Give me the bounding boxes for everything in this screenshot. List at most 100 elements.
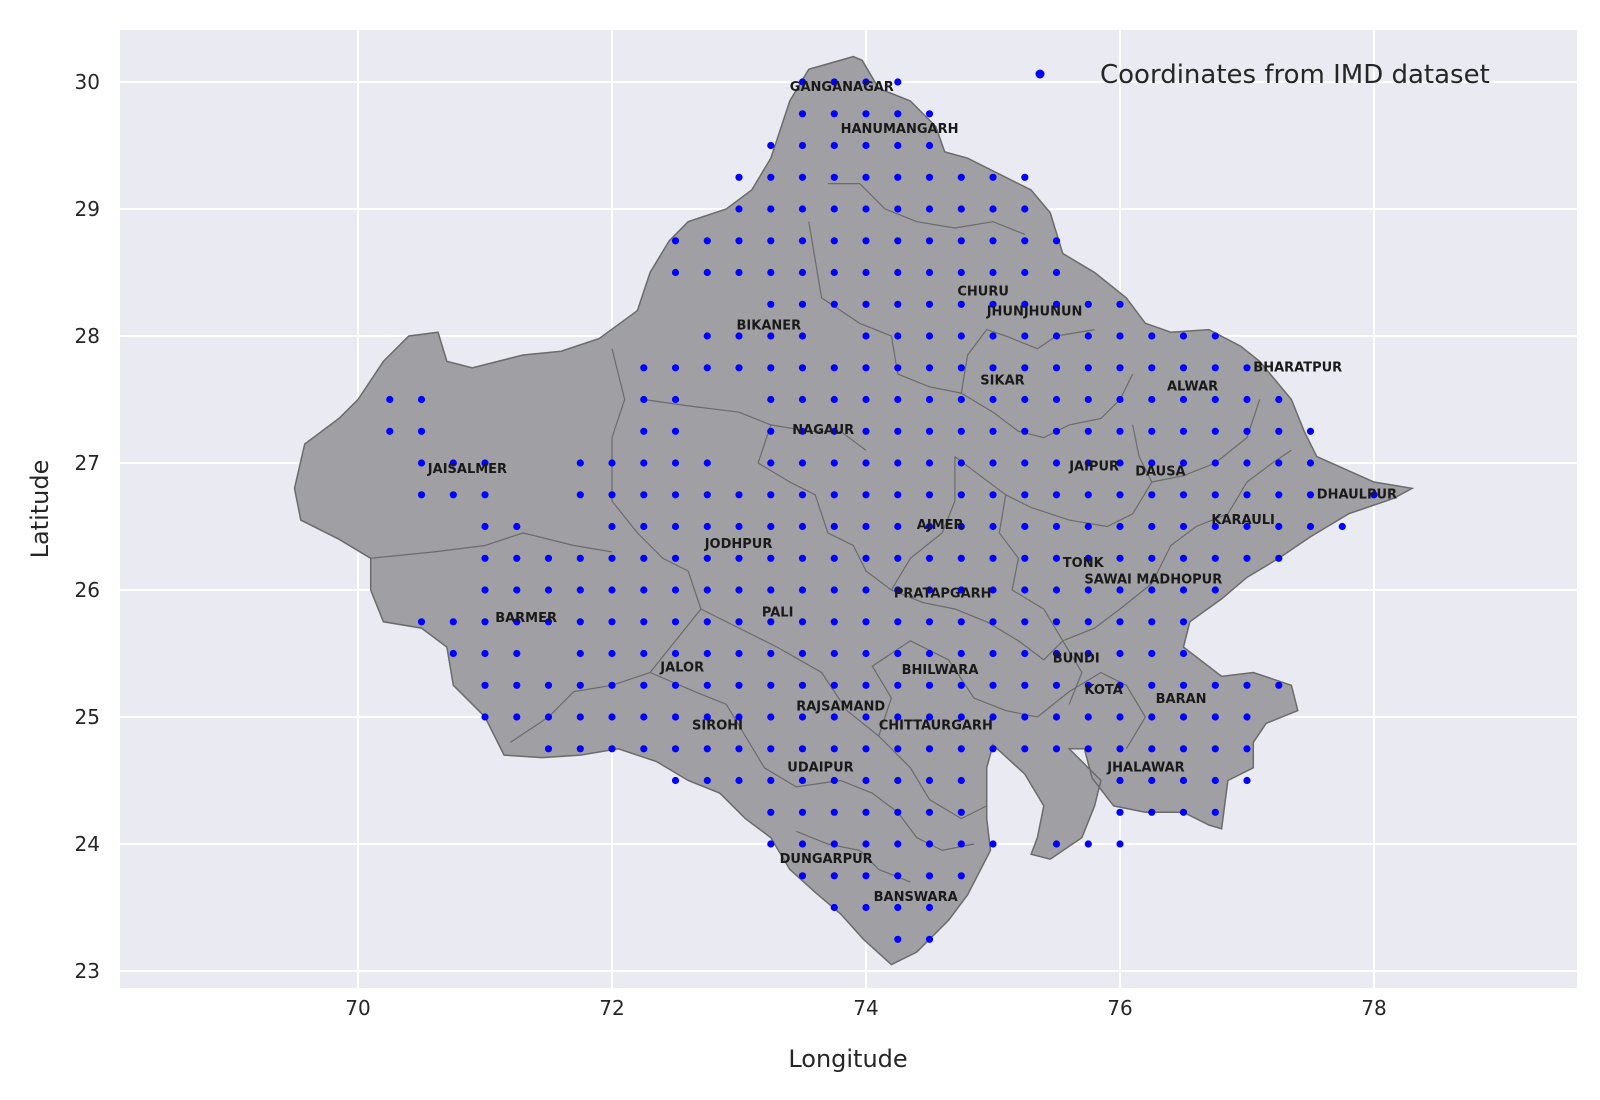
imd-point: [608, 713, 616, 721]
imd-point: [1052, 745, 1061, 753]
imd-point: [671, 681, 680, 689]
imd-point: [417, 618, 426, 626]
district-borders: [370, 183, 1292, 883]
imd-point: [767, 141, 775, 150]
district-label: BARAN: [1156, 692, 1207, 707]
imd-point: [1211, 332, 1219, 340]
imd-point: [989, 268, 997, 277]
imd-point: [798, 300, 807, 308]
imd-point: [1275, 522, 1283, 531]
imd-point: [1052, 586, 1061, 594]
imd-point: [925, 491, 934, 499]
imd-point: [767, 681, 775, 689]
imd-point: [925, 681, 934, 689]
imd-point: [1211, 459, 1219, 467]
y-tick-label: 27: [75, 451, 100, 475]
imd-point: [862, 586, 870, 594]
imd-point: [1179, 586, 1188, 594]
imd-point: [957, 808, 965, 816]
imd-point: [1021, 459, 1029, 467]
imd-point: [386, 427, 394, 435]
imd-point: [767, 554, 775, 562]
imd-point: [1243, 713, 1251, 721]
imd-point: [862, 268, 870, 277]
y-tick-label: 25: [75, 705, 100, 729]
imd-point: [1084, 618, 1092, 626]
imd-point: [894, 681, 902, 689]
imd-point: [1084, 713, 1092, 721]
district-label: JODHPUR: [704, 537, 773, 552]
imd-point: [671, 459, 680, 467]
imd-point: [989, 649, 997, 658]
imd-point: [417, 491, 426, 499]
imd-point: [576, 491, 584, 499]
imd-point: [1021, 300, 1029, 308]
imd-point: [894, 586, 902, 594]
imd-point: [481, 713, 489, 721]
imd-point: [1148, 808, 1156, 816]
district-border: [998, 494, 1153, 642]
district-border: [891, 589, 1045, 661]
imd-point: [862, 681, 870, 689]
imd-point: [925, 840, 934, 848]
imd-point: [767, 618, 775, 626]
imd-point: [608, 491, 616, 499]
imd-point: [544, 681, 553, 689]
imd-point: [862, 395, 870, 404]
imd-point: [957, 300, 965, 308]
imd-point: [576, 745, 584, 753]
imd-point: [767, 776, 775, 785]
imd-point: [1021, 268, 1029, 277]
imd-point: [894, 427, 902, 435]
district-border: [1151, 449, 1292, 584]
imd-point: [1021, 681, 1029, 689]
imd-point: [830, 205, 838, 213]
imd-point: [798, 872, 807, 880]
x-tick-labels: 70 72 74 76 78: [345, 996, 1386, 1020]
imd-point: [1052, 364, 1061, 372]
imd-point: [767, 522, 775, 531]
imd-point: [862, 110, 870, 118]
imd-point: [1179, 554, 1188, 562]
imd-point: [640, 427, 648, 435]
imd-point: [735, 713, 743, 721]
imd-point: [957, 364, 965, 372]
imd-point: [830, 141, 838, 150]
imd-point: [1052, 618, 1061, 626]
imd-point: [925, 618, 934, 626]
imd-point: [1243, 681, 1251, 689]
imd-point: [925, 776, 934, 785]
imd-point: [894, 268, 902, 277]
imd-point: [1052, 300, 1061, 308]
imd-point: [1084, 427, 1092, 435]
imd-point: [830, 78, 838, 86]
imd-point: [989, 300, 997, 308]
imd-point: [767, 268, 775, 277]
imd-point: [767, 586, 775, 594]
imd-point: [925, 427, 934, 435]
imd-point: [1179, 364, 1188, 372]
imd-point: [925, 364, 934, 372]
imd-point: [1306, 522, 1315, 531]
imd-point: [1338, 522, 1346, 531]
imd-point: [640, 681, 648, 689]
imd-point: [671, 237, 680, 245]
y-tick-label: 26: [75, 578, 100, 602]
imd-point: [1021, 554, 1029, 562]
imd-point: [1116, 491, 1124, 499]
imd-point: [576, 586, 584, 594]
imd-point: [1116, 713, 1124, 721]
imd-point: [957, 237, 965, 245]
imd-point: [1148, 554, 1156, 562]
imd-point: [1211, 395, 1219, 404]
imd-point: [671, 745, 680, 753]
imd-point: [1084, 840, 1092, 848]
imd-point: [1052, 681, 1061, 689]
imd-point: [1179, 681, 1188, 689]
imd-point: [1021, 173, 1029, 181]
imd-point: [925, 332, 934, 340]
imd-point: [1116, 681, 1124, 689]
imd-point: [989, 522, 997, 531]
district-border: [1043, 639, 1083, 705]
imd-point: [1179, 745, 1188, 753]
